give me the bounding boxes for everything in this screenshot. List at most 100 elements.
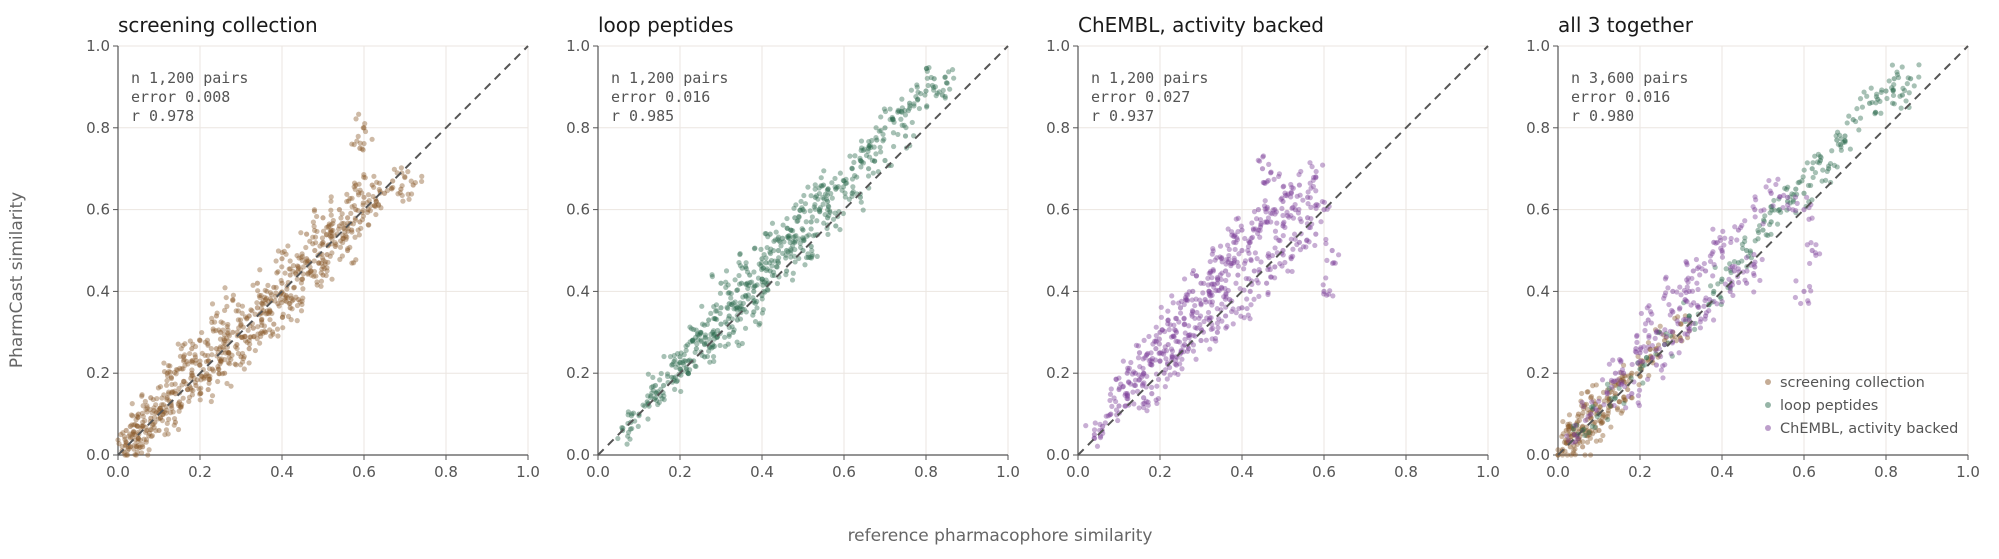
scatter-point [1609,384,1615,390]
scatter-point [1654,328,1660,334]
scatter-point [1252,226,1259,232]
scatter-point [1861,89,1867,95]
scatter-point [258,317,265,323]
scatter-point [1640,358,1646,364]
scatter-point [669,374,675,380]
scatter-point [687,367,693,373]
scatter-point [352,217,358,223]
scatter-point [246,313,252,319]
scatter-point [286,300,292,307]
scatter-point [1259,166,1266,172]
scatter-point [805,184,811,190]
scatter-point [1611,402,1617,409]
scatter-point [144,427,150,434]
scatter-point [1567,431,1573,437]
scatter-point [1272,264,1278,270]
scatter-point [358,225,364,231]
scatter-point [1271,176,1277,182]
scatter-point [1185,332,1191,339]
scatter-point [362,175,368,181]
scatter-point [1572,422,1578,429]
scatter-point [133,417,139,423]
scatter-point [1596,417,1602,423]
scatter-point [745,285,751,292]
scatter-point [159,417,165,424]
scatter-point [916,105,923,112]
scatter-point [140,422,146,429]
scatter-point [1590,431,1596,437]
scatter-point [127,423,133,429]
scatter-point [217,329,224,335]
scatter-point [298,267,304,273]
scatter-point [163,410,169,416]
scatter-point [1790,197,1796,203]
scatter-point [156,407,162,413]
scatter-point [279,256,285,262]
scatter-point [1139,383,1146,389]
scatter-point [360,213,367,219]
scatter-point [1182,336,1188,342]
scatter-point [1637,362,1643,368]
scatter-point [323,272,329,279]
scatter-point [232,361,238,367]
scatter-point [1618,377,1624,384]
scatter-point [412,180,418,186]
scatter-point [1204,315,1210,321]
scatter-point [239,334,245,340]
scatter-point [142,398,148,405]
scatter-point [774,280,781,287]
scatter-point [1223,268,1229,274]
scatter-point [1818,155,1824,161]
scatter-point [297,299,303,305]
scatter-point [1588,411,1594,417]
scatter-point [825,207,831,213]
scatter-point [1660,375,1666,381]
scatter-point [1608,377,1615,383]
scatter-point [1223,313,1229,319]
scatter-point [1694,265,1701,272]
scatter-point [179,382,185,388]
scatter-point [1179,366,1185,372]
scatter-point [725,316,732,322]
scatter-point [134,449,140,455]
scatter-point [710,344,716,350]
scatter-point [1726,276,1732,282]
scatter-point [1153,338,1159,344]
scatter-point [771,238,777,244]
scatter-point [1265,177,1271,184]
scatter-point [759,266,765,273]
scatter-point [869,137,875,144]
scatter-point [1177,310,1184,316]
scatter-point [790,239,796,245]
scatter-point [1153,332,1159,339]
scatter-point [837,170,843,176]
scatter-point [1612,370,1618,376]
scatter-point [1265,291,1271,298]
scatter-point [266,310,272,317]
scatter-point [942,74,948,81]
scatter-point [1710,317,1717,323]
scatter-point [1613,382,1619,388]
scatter-point [1261,203,1268,209]
scatter-point [1600,411,1606,417]
scatter-point [877,144,883,150]
scatter-point [325,259,331,265]
scatter-point [1606,396,1612,402]
scatter-point [265,282,271,288]
scatter-point [1279,195,1285,201]
scatter-point [736,342,742,349]
scatter-point [817,209,823,215]
scatter-point [843,176,849,182]
scatter-point [908,87,915,93]
scatter-point [711,331,717,338]
scatter-point [1232,232,1238,238]
scatter-point [1173,338,1179,344]
scatter-point [1156,336,1163,342]
scatter-point [1584,389,1590,395]
scatter-point [1205,309,1212,316]
scatter-point [783,255,789,261]
scatter-point [234,345,240,352]
scatter-point [192,352,198,358]
scatter-point [1640,380,1646,386]
